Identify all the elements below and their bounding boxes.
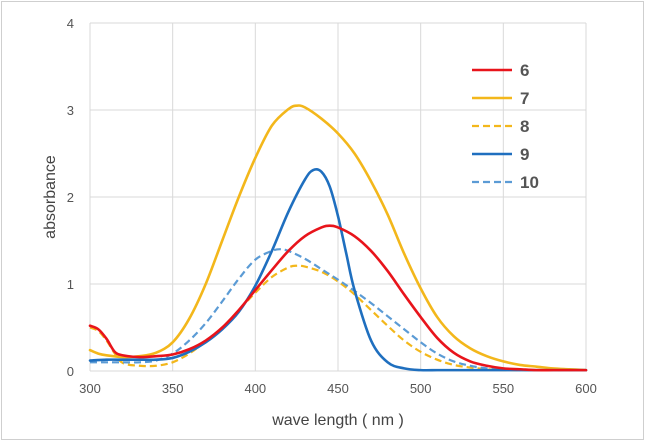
series-line-6 <box>88 224 588 372</box>
x-tick-labels: 300 350 400 450 500 550 600 <box>79 381 597 396</box>
legend-label-6: 6 <box>520 61 529 80</box>
legend: 6 7 8 9 10 <box>472 61 539 192</box>
y-tick-label: 1 <box>67 277 74 292</box>
x-tick-label: 300 <box>79 381 101 396</box>
x-tick-label: 600 <box>575 381 597 396</box>
legend-label-7: 7 <box>520 89 529 108</box>
gridlines <box>89 22 587 372</box>
x-tick-label: 400 <box>244 381 266 396</box>
y-tick-label: 4 <box>67 16 74 31</box>
y-tick-label: 0 <box>67 364 74 379</box>
x-tick-label: 350 <box>162 381 184 396</box>
legend-label-8: 8 <box>520 117 529 136</box>
y-tick-label: 2 <box>67 190 74 205</box>
y-tick-labels: 0 1 2 3 4 <box>67 16 74 379</box>
y-tick-label: 3 <box>67 103 74 118</box>
x-tick-label: 450 <box>327 381 349 396</box>
y-axis-title: absorbance <box>42 155 59 239</box>
x-tick-label: 500 <box>410 381 432 396</box>
series-lines <box>88 104 588 372</box>
legend-label-9: 9 <box>520 145 529 164</box>
series-line-7 <box>88 104 588 372</box>
series-line-9 <box>88 167 588 372</box>
x-tick-label: 550 <box>492 381 514 396</box>
legend-label-10: 10 <box>520 173 539 192</box>
x-axis-title: wave length ( nm ) <box>271 412 404 429</box>
